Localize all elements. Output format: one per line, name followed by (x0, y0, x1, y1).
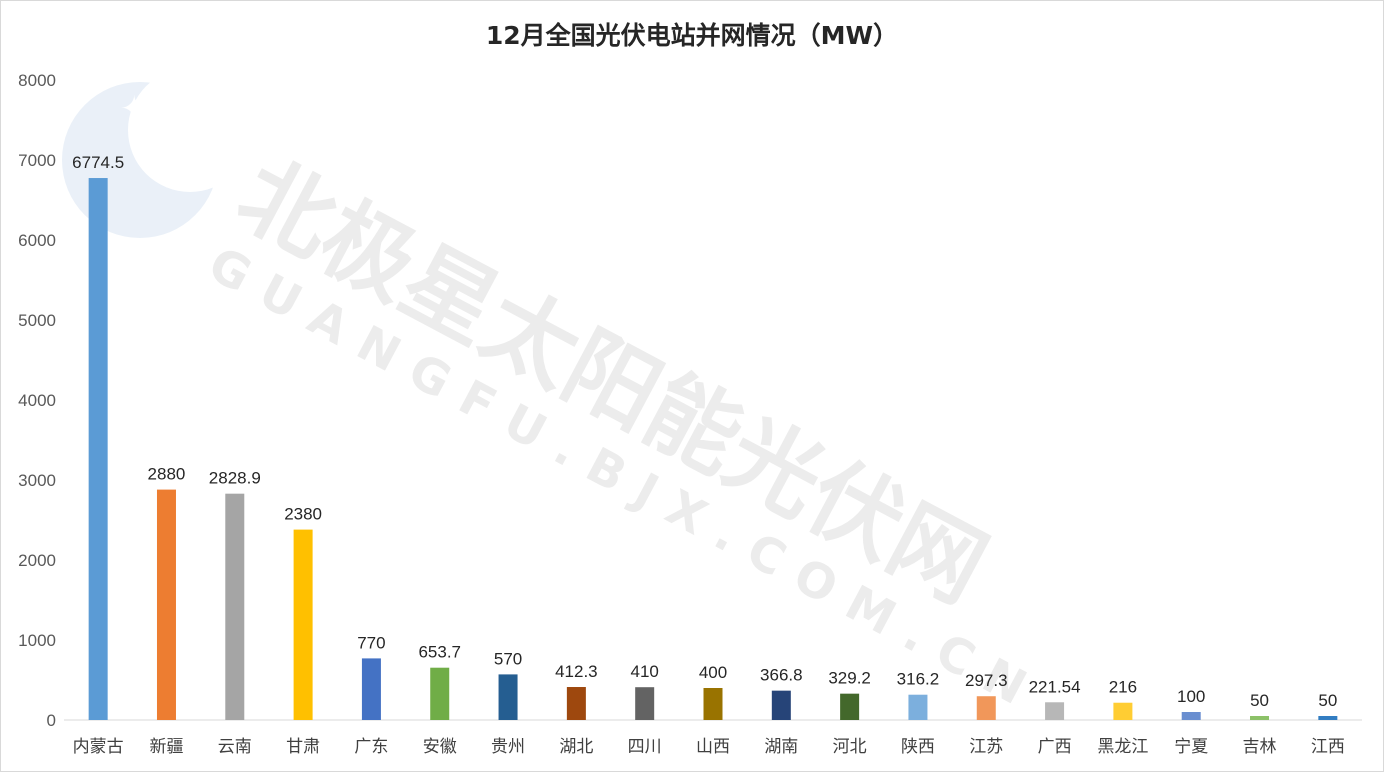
category-label: 湖南 (764, 737, 798, 757)
bar (430, 667, 450, 720)
category-label: 江苏 (969, 737, 1003, 757)
category-label: 山西 (696, 737, 730, 757)
y-tick-label: 3000 (18, 471, 56, 490)
bar (840, 693, 860, 720)
y-tick-label: 6000 (18, 231, 56, 250)
y-axis-ticks: 0 1000 2000 3000 4000 5000 6000 7000 8000 (18, 71, 56, 730)
data-label: 50 (1318, 691, 1337, 710)
category-label: 广西 (1038, 737, 1072, 757)
y-tick-label: 7000 (18, 151, 56, 170)
data-label: 366.8 (760, 666, 803, 685)
chart-title: 12月全国光伏电站并网情况（MW） (485, 21, 899, 50)
category-label: 湖北 (559, 737, 593, 757)
category-label: 四川 (628, 737, 662, 757)
data-label: 329.2 (828, 669, 871, 688)
watermark: ✦ ✦ 北极星太阳能光伏网 GUANGFU.BJX.COM.CN (62, 68, 1051, 724)
category-label: 宁夏 (1174, 737, 1208, 757)
category-labels: 内蒙古 新疆 云南 甘肃 广东 安徽 贵州 湖北 四川 山西 湖南 河北 陕西 江苏 广西 黑龙江 宁夏 吉林 江西 (73, 737, 1345, 757)
y-tick-label: 4000 (18, 391, 56, 410)
category-label: 内蒙古 (73, 737, 124, 757)
bar (1318, 716, 1338, 720)
data-label: 50 (1250, 691, 1269, 710)
data-label: 2880 (148, 465, 186, 484)
category-label: 云南 (218, 737, 252, 757)
bar (156, 489, 176, 720)
data-labels: 6774.5 2880 2828.9 2380 770 653.7 570 412.3 410 4… (72, 153, 1337, 710)
category-label: 广东 (354, 737, 388, 757)
watermark-logo-star: ✦ (120, 89, 149, 129)
y-tick-label: 1000 (18, 631, 56, 650)
data-label: 316.2 (897, 670, 940, 689)
data-label: 2828.9 (209, 469, 261, 488)
data-label: 6774.5 (72, 153, 124, 172)
data-label: 570 (494, 649, 522, 668)
category-label: 安徽 (423, 737, 457, 757)
category-label: 江西 (1311, 737, 1345, 757)
y-tick-label: 0 (47, 711, 56, 730)
data-label: 410 (630, 662, 658, 681)
bar (225, 493, 245, 720)
category-label: 吉林 (1243, 737, 1277, 757)
data-label: 770 (357, 633, 385, 652)
data-label: 400 (699, 663, 727, 682)
watermark-logo-cutout (128, 68, 252, 192)
data-label: 221.54 (1029, 677, 1081, 696)
bar (1113, 702, 1133, 720)
bars (88, 178, 1338, 721)
data-label: 297.3 (965, 671, 1008, 690)
watermark-text: 北极星太阳能光伏网 (222, 140, 1003, 623)
bar (293, 529, 313, 720)
category-label: 河北 (833, 737, 867, 757)
category-label: 甘肃 (286, 737, 320, 757)
data-label: 653.7 (418, 643, 461, 662)
bar (1045, 702, 1065, 720)
bar (361, 658, 381, 720)
bar (88, 178, 108, 721)
category-label: 黑龙江 (1097, 737, 1148, 757)
bar (908, 694, 928, 720)
y-tick-label: 2000 (18, 551, 56, 570)
bar (1181, 712, 1201, 720)
data-label: 2380 (284, 505, 322, 524)
bar (498, 674, 518, 720)
bar (566, 687, 586, 720)
category-label: 陕西 (901, 737, 935, 757)
bar (635, 687, 655, 720)
data-label: 100 (1177, 687, 1205, 706)
bar (703, 688, 723, 720)
data-label: 216 (1109, 678, 1137, 697)
bar (976, 696, 996, 720)
y-tick-label: 8000 (18, 71, 56, 90)
category-label: 新疆 (149, 737, 183, 757)
data-label: 412.3 (555, 662, 598, 681)
category-label: 贵州 (491, 737, 525, 757)
y-tick-label: 5000 (18, 311, 56, 330)
bar (771, 690, 791, 720)
watermark-logo-star-small: ✦ (155, 91, 173, 116)
watermark-subtext: GUANGFU.BJX.COM.CN (199, 236, 1051, 724)
bar (1250, 716, 1270, 720)
